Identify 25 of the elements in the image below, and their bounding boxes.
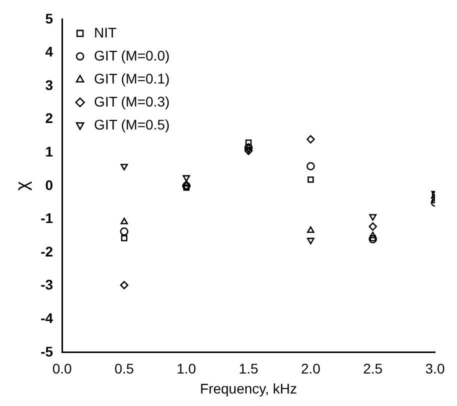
y-tick-label: -5 bbox=[40, 343, 54, 360]
y-tick-label: -3 bbox=[40, 276, 54, 293]
y-tick-label: 2 bbox=[45, 110, 54, 126]
x-tick-label: 2.5 bbox=[363, 360, 383, 377]
legend-label: NIT bbox=[94, 24, 118, 40]
x-tick-label: 3.0 bbox=[425, 360, 445, 377]
x-axis-title: Frequency, kHz bbox=[200, 380, 298, 396]
y-tick-label: -1 bbox=[40, 210, 54, 226]
y-tick-label: 5 bbox=[45, 10, 54, 26]
y-tick-label: 3 bbox=[45, 76, 54, 93]
legend-label: GIT (M=0.0) bbox=[94, 47, 170, 64]
x-tick-label: 1.5 bbox=[238, 360, 258, 377]
y-tick-label: 4 bbox=[45, 44, 54, 60]
x-tick-label: 0.0 bbox=[52, 360, 72, 377]
y-axis-title: χ bbox=[12, 180, 32, 191]
x-tick-label: 0.5 bbox=[114, 360, 134, 377]
y-tick-label: 0 bbox=[45, 176, 54, 193]
legend-label: GIT (M=0.1) bbox=[94, 70, 170, 86]
legend-label: GIT (M=0.5) bbox=[94, 116, 170, 132]
y-tick-label: -2 bbox=[40, 243, 54, 260]
x-tick-label: 2.0 bbox=[300, 360, 321, 377]
y-tick-label: -4 bbox=[40, 310, 54, 326]
legend-label: GIT (M=0.3) bbox=[94, 93, 170, 110]
y-tick-label: 1 bbox=[45, 143, 54, 160]
x-tick-label: 1.0 bbox=[176, 360, 196, 377]
